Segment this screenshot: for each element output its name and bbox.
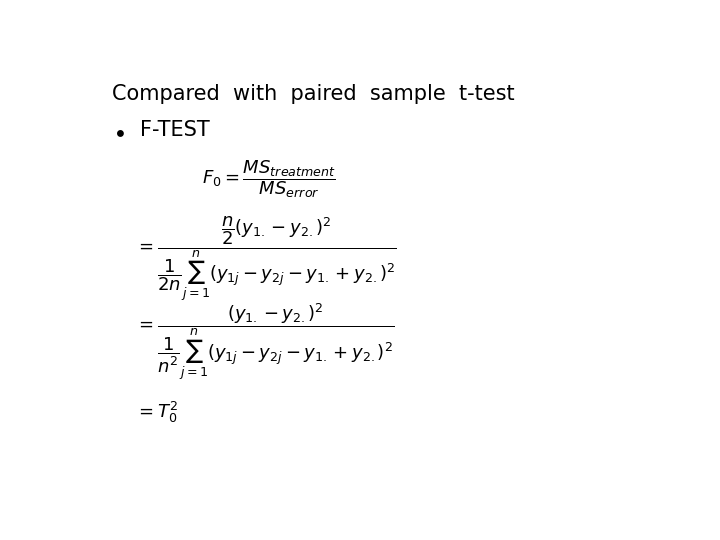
Text: F-TEST: F-TEST <box>140 120 210 140</box>
Text: $F_0 = \dfrac{MS_{treatment}}{MS_{error}}$: $F_0 = \dfrac{MS_{treatment}}{MS_{error}… <box>202 158 336 200</box>
Text: $\bullet$: $\bullet$ <box>112 120 125 144</box>
Text: $= \dfrac{\dfrac{n}{2}(y_{1.} - y_{2.})^2}{\dfrac{1}{2n}\sum_{j=1}^{n}(y_{1j} - : $= \dfrac{\dfrac{n}{2}(y_{1.} - y_{2.})^… <box>135 214 397 303</box>
Text: $= T_0^2$: $= T_0^2$ <box>135 400 178 424</box>
Text: $= \dfrac{(y_{1.} - y_{2.})^2}{\dfrac{1}{n^2}\sum_{j=1}^{n}(y_{1j} - y_{2j} - y_: $= \dfrac{(y_{1.} - y_{2.})^2}{\dfrac{1}… <box>135 302 395 382</box>
Text: Compared  with  paired  sample  t-test: Compared with paired sample t-test <box>112 84 515 104</box>
